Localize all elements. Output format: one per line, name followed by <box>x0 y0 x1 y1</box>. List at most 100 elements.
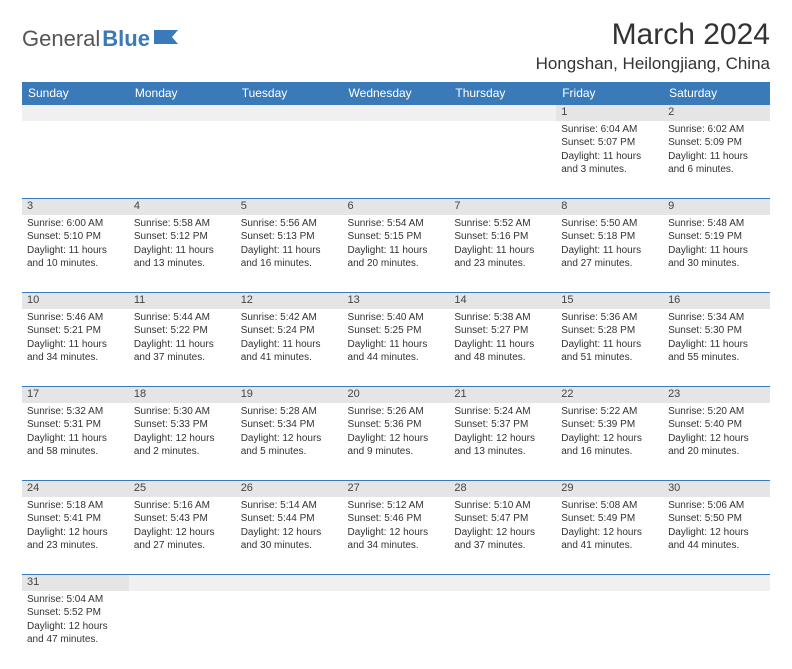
day-content-cell: Sunrise: 5:12 AMSunset: 5:46 PMDaylight:… <box>343 497 450 575</box>
day-content-cell <box>236 591 343 669</box>
day-content-cell: Sunrise: 5:08 AMSunset: 5:49 PMDaylight:… <box>556 497 663 575</box>
day-number-cell <box>449 105 556 121</box>
day-number-cell: 1 <box>556 105 663 121</box>
sunset-text: Sunset: 5:39 PM <box>561 418 658 432</box>
day-number-cell: 4 <box>129 199 236 215</box>
sunrise-text: Sunrise: 5:34 AM <box>668 311 765 325</box>
sunrise-text: Sunrise: 5:14 AM <box>241 499 338 513</box>
flag-icon <box>154 26 180 52</box>
logo: GeneralBlue <box>22 26 180 52</box>
location: Hongshan, Heilongjiang, China <box>536 54 770 74</box>
sunset-text: Sunset: 5:43 PM <box>134 512 231 526</box>
day-number-cell: 19 <box>236 387 343 403</box>
sunrise-text: Sunrise: 5:50 AM <box>561 217 658 231</box>
day-number-cell: 26 <box>236 481 343 497</box>
day-number-cell <box>449 575 556 591</box>
daylight-text: Daylight: 12 hours and 9 minutes. <box>348 432 445 459</box>
day-number-cell: 20 <box>343 387 450 403</box>
day-content-cell: Sunrise: 5:28 AMSunset: 5:34 PMDaylight:… <box>236 403 343 481</box>
sunset-text: Sunset: 5:49 PM <box>561 512 658 526</box>
sunset-text: Sunset: 5:37 PM <box>454 418 551 432</box>
day-content-cell: Sunrise: 5:26 AMSunset: 5:36 PMDaylight:… <box>343 403 450 481</box>
day-content-cell: Sunrise: 5:34 AMSunset: 5:30 PMDaylight:… <box>663 309 770 387</box>
daylight-text: Daylight: 11 hours and 44 minutes. <box>348 338 445 365</box>
day-number-cell: 22 <box>556 387 663 403</box>
day-number-cell <box>129 575 236 591</box>
sunrise-text: Sunrise: 5:40 AM <box>348 311 445 325</box>
daylight-text: Daylight: 11 hours and 48 minutes. <box>454 338 551 365</box>
daylight-text: Daylight: 12 hours and 23 minutes. <box>27 526 124 553</box>
daylight-text: Daylight: 12 hours and 20 minutes. <box>668 432 765 459</box>
day-number-cell: 17 <box>22 387 129 403</box>
daylight-text: Daylight: 11 hours and 55 minutes. <box>668 338 765 365</box>
sunset-text: Sunset: 5:09 PM <box>668 136 765 150</box>
day-number-cell <box>236 105 343 121</box>
sunrise-text: Sunrise: 5:10 AM <box>454 499 551 513</box>
day-content-cell <box>22 121 129 199</box>
daylight-text: Daylight: 11 hours and 27 minutes. <box>561 244 658 271</box>
sunset-text: Sunset: 5:50 PM <box>668 512 765 526</box>
day-content-cell: Sunrise: 5:46 AMSunset: 5:21 PMDaylight:… <box>22 309 129 387</box>
sunrise-text: Sunrise: 5:30 AM <box>134 405 231 419</box>
logo-text-2: Blue <box>102 26 150 52</box>
day-content-cell: Sunrise: 5:30 AMSunset: 5:33 PMDaylight:… <box>129 403 236 481</box>
daylight-text: Daylight: 12 hours and 37 minutes. <box>454 526 551 553</box>
day-content-cell <box>343 591 450 669</box>
day-content-cell: Sunrise: 5:42 AMSunset: 5:24 PMDaylight:… <box>236 309 343 387</box>
day-number-cell: 27 <box>343 481 450 497</box>
daylight-text: Daylight: 11 hours and 37 minutes. <box>134 338 231 365</box>
sunset-text: Sunset: 5:10 PM <box>27 230 124 244</box>
daylight-text: Daylight: 11 hours and 16 minutes. <box>241 244 338 271</box>
day-content-cell: Sunrise: 5:52 AMSunset: 5:16 PMDaylight:… <box>449 215 556 293</box>
content-row: Sunrise: 6:00 AMSunset: 5:10 PMDaylight:… <box>22 215 770 293</box>
month-title: March 2024 <box>536 18 770 52</box>
day-content-cell: Sunrise: 5:20 AMSunset: 5:40 PMDaylight:… <box>663 403 770 481</box>
day-number-cell: 14 <box>449 293 556 309</box>
day-number-cell: 6 <box>343 199 450 215</box>
sunrise-text: Sunrise: 5:42 AM <box>241 311 338 325</box>
day-number-cell: 10 <box>22 293 129 309</box>
calendar-table: SundayMondayTuesdayWednesdayThursdayFrid… <box>22 82 770 669</box>
day-number-cell: 25 <box>129 481 236 497</box>
day-number-cell: 9 <box>663 199 770 215</box>
daynum-row: 3456789 <box>22 199 770 215</box>
day-number-cell: 18 <box>129 387 236 403</box>
sunrise-text: Sunrise: 5:58 AM <box>134 217 231 231</box>
daylight-text: Daylight: 11 hours and 10 minutes. <box>27 244 124 271</box>
daylight-text: Daylight: 12 hours and 16 minutes. <box>561 432 658 459</box>
day-content-cell <box>449 591 556 669</box>
title-block: March 2024 Hongshan, Heilongjiang, China <box>536 18 770 74</box>
sunset-text: Sunset: 5:18 PM <box>561 230 658 244</box>
sunrise-text: Sunrise: 5:46 AM <box>27 311 124 325</box>
day-number-cell: 31 <box>22 575 129 591</box>
day-content-cell: Sunrise: 6:04 AMSunset: 5:07 PMDaylight:… <box>556 121 663 199</box>
day-content-cell: Sunrise: 5:24 AMSunset: 5:37 PMDaylight:… <box>449 403 556 481</box>
weekday-header: Tuesday <box>236 82 343 105</box>
day-number-cell <box>556 575 663 591</box>
day-content-cell: Sunrise: 6:02 AMSunset: 5:09 PMDaylight:… <box>663 121 770 199</box>
sunrise-text: Sunrise: 5:12 AM <box>348 499 445 513</box>
daylight-text: Daylight: 11 hours and 51 minutes. <box>561 338 658 365</box>
sunrise-text: Sunrise: 5:16 AM <box>134 499 231 513</box>
daylight-text: Daylight: 11 hours and 41 minutes. <box>241 338 338 365</box>
logo-text-1: General <box>22 26 100 52</box>
day-content-cell: Sunrise: 6:00 AMSunset: 5:10 PMDaylight:… <box>22 215 129 293</box>
sunset-text: Sunset: 5:27 PM <box>454 324 551 338</box>
sunrise-text: Sunrise: 6:04 AM <box>561 123 658 137</box>
day-number-cell: 13 <box>343 293 450 309</box>
sunset-text: Sunset: 5:46 PM <box>348 512 445 526</box>
day-content-cell: Sunrise: 5:10 AMSunset: 5:47 PMDaylight:… <box>449 497 556 575</box>
daylight-text: Daylight: 11 hours and 6 minutes. <box>668 150 765 177</box>
day-number-cell: 11 <box>129 293 236 309</box>
content-row: Sunrise: 5:04 AMSunset: 5:52 PMDaylight:… <box>22 591 770 669</box>
sunset-text: Sunset: 5:21 PM <box>27 324 124 338</box>
daylight-text: Daylight: 12 hours and 30 minutes. <box>241 526 338 553</box>
daylight-text: Daylight: 12 hours and 47 minutes. <box>27 620 124 647</box>
day-content-cell: Sunrise: 5:32 AMSunset: 5:31 PMDaylight:… <box>22 403 129 481</box>
day-content-cell: Sunrise: 5:04 AMSunset: 5:52 PMDaylight:… <box>22 591 129 669</box>
day-number-cell: 2 <box>663 105 770 121</box>
daylight-text: Daylight: 11 hours and 34 minutes. <box>27 338 124 365</box>
sunrise-text: Sunrise: 5:44 AM <box>134 311 231 325</box>
day-number-cell: 3 <box>22 199 129 215</box>
daylight-text: Daylight: 11 hours and 20 minutes. <box>348 244 445 271</box>
